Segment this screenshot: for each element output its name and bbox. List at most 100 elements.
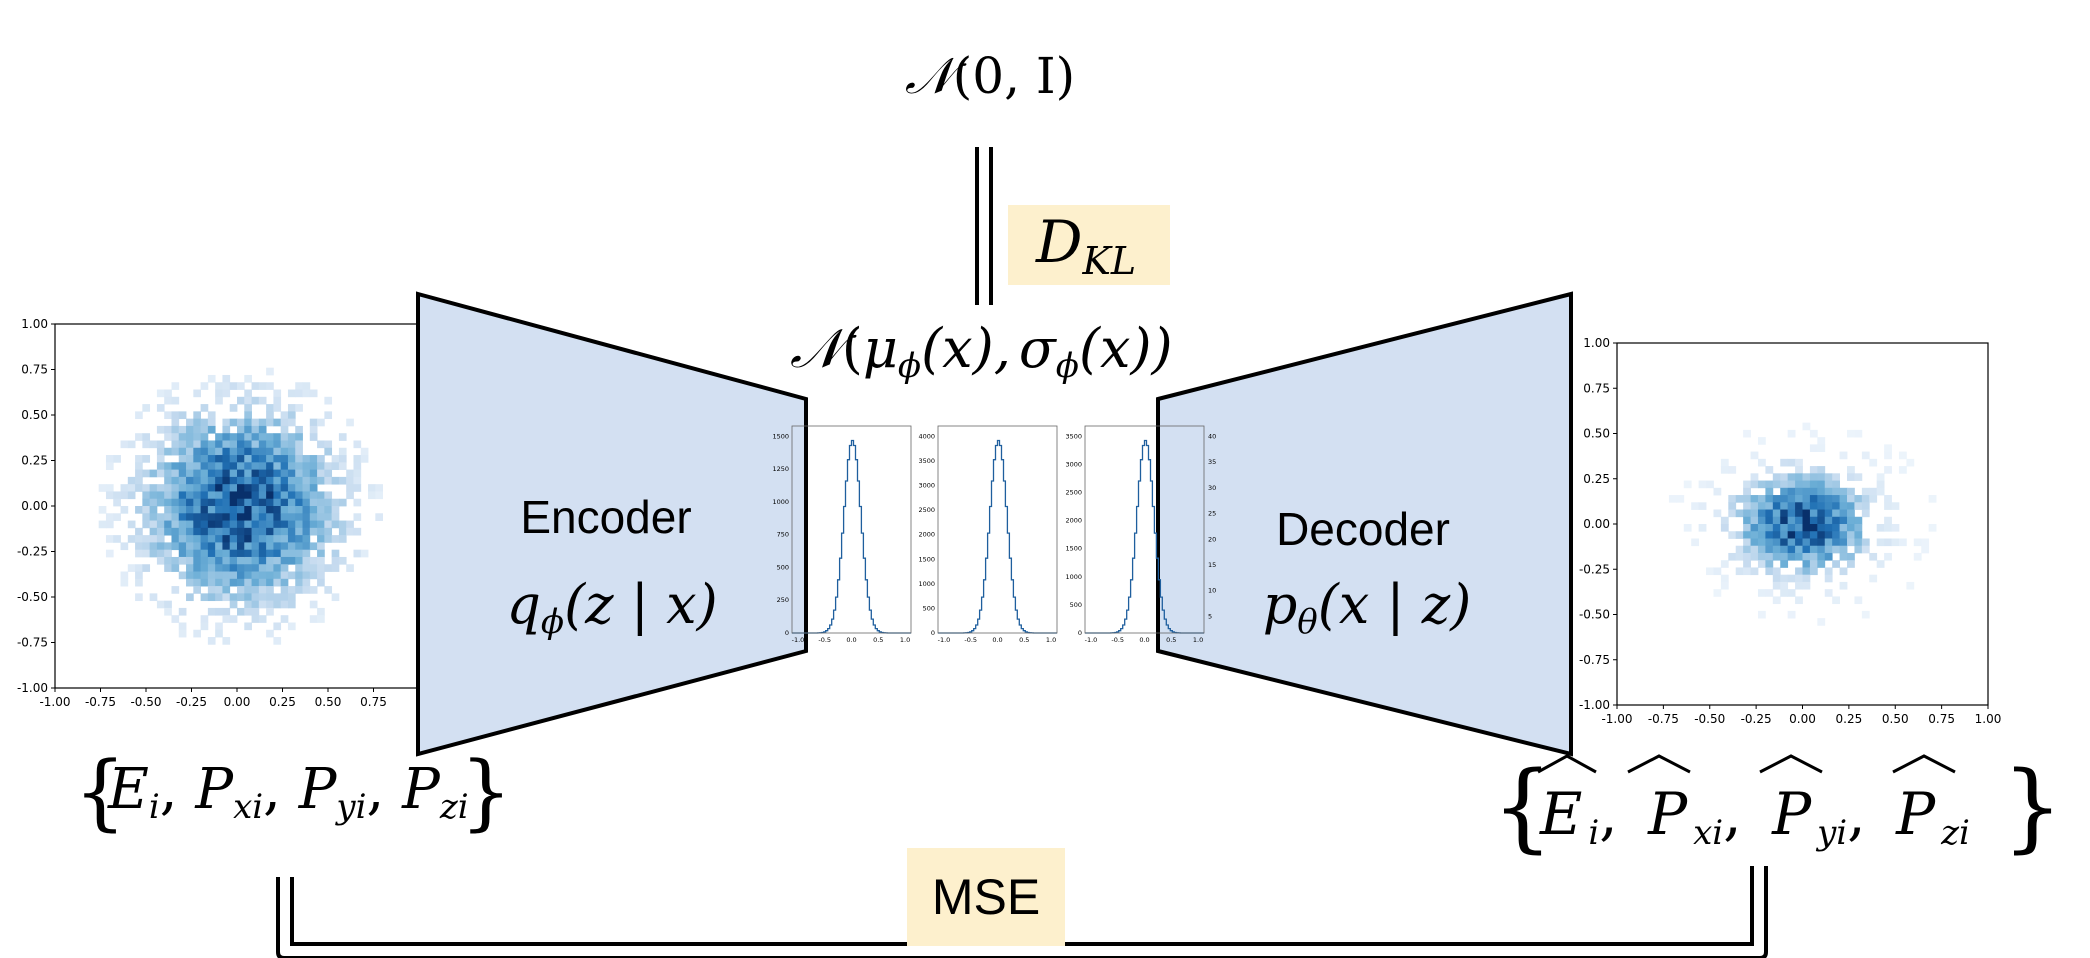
scatter-cell [324,527,333,536]
scatter-cell [368,491,376,500]
scatter-cell [156,549,165,558]
scatter-cell [1869,458,1878,467]
scatter-cell [309,542,318,551]
scatter-cell [178,476,187,485]
scatter-cell [324,491,333,500]
scatter-cell [1869,495,1878,503]
y-tick-label: -1.00 [1579,698,1610,712]
scatter-cell [1817,487,1826,496]
scatter-cell [251,549,260,558]
scatter-cell [353,527,362,536]
scatter-cell [1787,458,1796,467]
scatter-cell [1698,480,1707,489]
scatter-cell [1787,545,1796,554]
scatter-cell [171,513,180,521]
scatter-cell [1780,589,1789,597]
scatter-cell [317,556,325,565]
scatter-cell [1832,509,1840,518]
scatter-cell [251,506,260,514]
scatter-cell [1824,567,1833,576]
scatter-cell [266,418,274,427]
scatter-cell [178,556,187,565]
scatter-cell [1809,429,1818,438]
scatter-cell [331,455,340,463]
scatter-cell [1757,495,1766,503]
hist-y-tick: 250 [777,596,789,604]
scatter-cell [1802,422,1811,431]
scatter-cell [1861,487,1870,496]
scatter-cell [287,447,296,456]
scatter-cell [1757,545,1766,554]
y-tick-label: -0.50 [1579,608,1610,622]
scatter-cell [280,535,289,543]
scatter-cell [295,469,303,478]
scatter-cell [1847,524,1855,532]
scatter-cell [302,571,311,580]
scatter-cell [135,506,143,514]
scatter-cell [1772,502,1781,510]
scatter-cell [273,447,282,456]
scatter-cell [244,374,252,383]
scatter-cell [287,455,296,463]
scatter-cell [193,527,201,536]
scatter-cell [266,607,274,616]
scatter-cell [1772,531,1781,539]
scatter-cell [1847,531,1855,539]
scatter-cell [244,498,252,507]
scatter-cell [1743,480,1751,489]
scatter-cell [1795,552,1803,561]
y-tick-label: 0.50 [1583,427,1610,441]
scatter-cell [1743,538,1751,547]
scatter-cell [258,469,267,478]
scatter-cell [1772,567,1781,576]
scatter-cell [1854,473,1863,481]
scatter-cell [1728,531,1737,539]
input-brace-close: } [460,745,512,840]
scatter-cell [1906,581,1915,590]
scatter-cell [309,425,318,434]
scatter-cell [215,433,223,441]
scatter-cell [1809,545,1818,554]
scatter-cell [207,571,216,580]
scatter-cell [324,564,333,572]
scatter-cell [251,491,260,500]
scatter-cell [105,484,114,492]
scatter-cell [266,549,274,558]
scatter-cell [229,484,238,492]
scatter-cell [1765,495,1774,503]
scatter-cell [266,600,274,609]
scatter-cell [295,404,303,412]
scatter-cell [251,615,260,623]
scatter-cell [135,571,143,580]
scatter-cell [200,433,209,441]
scatter-cell [171,447,180,456]
scatter-cell [1757,589,1766,597]
scatter-cell [222,374,231,383]
scatter-cell [1854,596,1863,605]
hist-x-tick: -0.5 [818,636,831,644]
scatter-cell [1683,524,1692,532]
scatter-cell [258,498,267,507]
scatter-cell [207,476,216,485]
scatter-cell [324,535,333,543]
y-tick-label: 0.75 [1583,381,1610,395]
scatter-cell [1728,495,1737,503]
scatter-cell [229,418,238,427]
scatter-cell [164,396,172,405]
scatter-cell [1757,502,1766,510]
scatter-cell [156,440,165,449]
scatter-cell [207,462,216,470]
scatter-cell [309,469,318,478]
scatter-cell [338,498,347,507]
scatter-cell [280,433,289,441]
scatter-cell [193,571,201,580]
scatter-cell [237,484,245,492]
scatter-cell [1795,487,1803,496]
scatter-cell [135,564,143,572]
scatter-cell [200,506,209,514]
scatter-cell [207,535,216,543]
scatter-cell [273,556,282,565]
scatter-cell [186,506,194,514]
scatter-cell [309,455,318,463]
input-set: { Ei, Pxi, Pyi, Pzi } [74,745,512,840]
